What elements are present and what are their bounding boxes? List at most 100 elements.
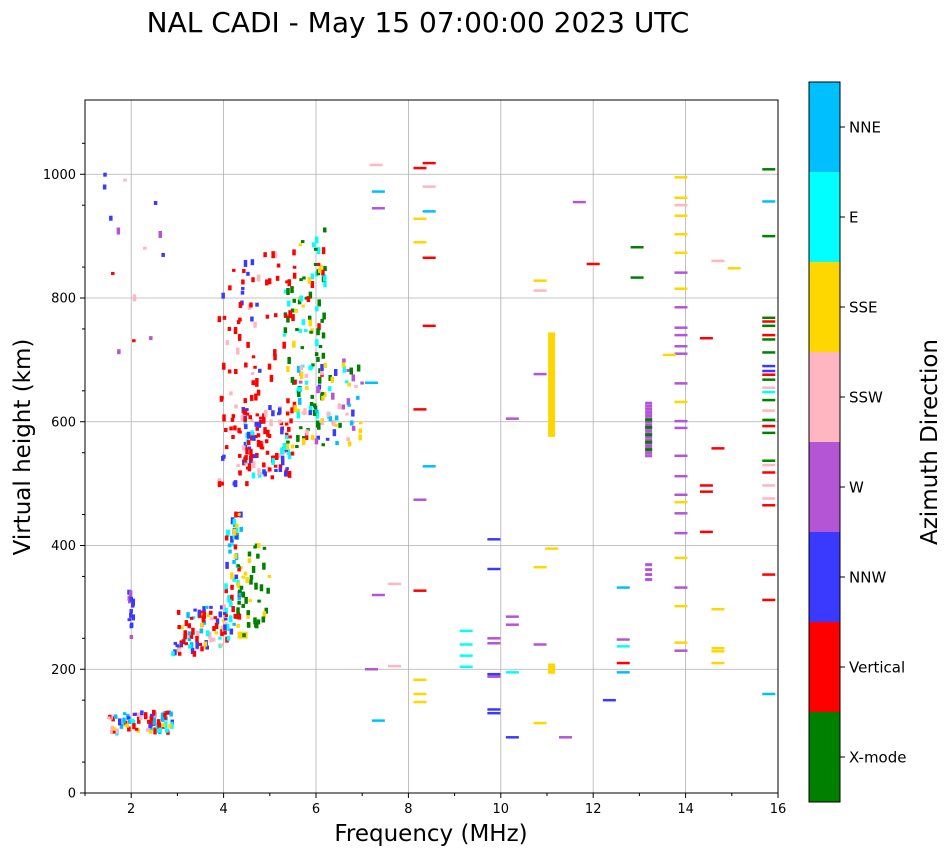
echo-mark — [292, 298, 296, 303]
echo-mark — [487, 711, 501, 715]
colorbar-label-vertical: Vertical — [849, 659, 905, 677]
echo-mark — [187, 623, 191, 629]
echo-mark — [548, 668, 556, 672]
echo-mark — [204, 605, 209, 609]
echo-mark — [253, 321, 257, 328]
echo-mark — [295, 328, 299, 332]
echo-mark — [548, 344, 556, 348]
echo-mark — [548, 414, 556, 418]
echo-mark — [264, 409, 268, 417]
echo-mark — [762, 424, 776, 428]
echo-mark — [297, 299, 302, 305]
echo-mark — [360, 381, 364, 385]
echo-mark — [346, 437, 350, 442]
echo-mark — [326, 411, 330, 417]
echo-mark — [269, 419, 273, 427]
echo-mark — [234, 511, 238, 518]
echo-mark — [762, 390, 776, 394]
x-tick-label: 4 — [219, 802, 227, 817]
echo-mark — [250, 430, 254, 436]
echo-mark — [388, 582, 402, 586]
echo-mark — [762, 598, 776, 602]
echo-mark — [229, 391, 233, 396]
echo-mark — [249, 418, 254, 422]
echo-mark — [306, 296, 311, 303]
echo-mark — [294, 308, 298, 313]
colorbar-swatch-sse — [809, 262, 840, 352]
echo-mark — [229, 628, 234, 635]
echo-mark — [129, 596, 134, 602]
echo-mark — [321, 443, 325, 447]
echo-mark — [548, 357, 556, 361]
echo-mark — [221, 292, 225, 299]
echo-mark — [586, 262, 600, 266]
echo-mark — [349, 367, 353, 375]
echo-mark — [111, 271, 115, 275]
echo-mark — [548, 416, 556, 420]
echo-mark — [645, 407, 653, 411]
echo-mark — [181, 639, 186, 645]
echo-mark — [645, 414, 653, 418]
echo-mark — [239, 566, 243, 570]
echo-mark — [317, 323, 321, 331]
echo-mark — [674, 400, 688, 404]
echo-mark — [505, 671, 519, 674]
echo-mark — [545, 547, 559, 550]
echo-mark — [338, 422, 342, 428]
echo-mark — [674, 454, 688, 458]
echo-mark — [244, 596, 248, 604]
echo-mark — [299, 426, 303, 430]
echo-mark — [191, 627, 195, 635]
echo-mark — [298, 328, 303, 333]
echo-mark — [290, 286, 294, 294]
echo-mark — [149, 727, 153, 732]
echo-mark — [109, 730, 114, 735]
echo-mark — [173, 641, 178, 645]
echo-mark — [351, 409, 355, 417]
echo-mark — [487, 637, 501, 640]
echo-mark — [762, 386, 776, 389]
echo-mark — [674, 382, 688, 385]
echo-mark — [347, 403, 351, 407]
echo-mark — [249, 302, 253, 308]
echo-mark — [762, 369, 776, 373]
echo-mark — [251, 277, 255, 283]
echo-mark — [762, 320, 776, 323]
echo-mark — [674, 649, 688, 652]
echo-mark — [286, 398, 290, 404]
x-tick-label: 14 — [677, 802, 694, 817]
echo-mark — [711, 259, 725, 263]
echo-mark — [548, 411, 556, 415]
echo-mark — [158, 230, 163, 238]
echo-mark — [371, 593, 385, 597]
echo-mark — [111, 716, 115, 722]
echo-mark — [222, 612, 227, 616]
echo-mark — [548, 381, 556, 385]
echo-mark — [237, 513, 241, 517]
echo-mark — [269, 374, 274, 382]
echo-mark — [645, 440, 653, 444]
echo-mark — [249, 574, 254, 580]
echo-mark — [262, 462, 266, 468]
echo-mark — [645, 578, 653, 582]
echo-mark — [237, 600, 241, 605]
echo-mark — [243, 259, 248, 267]
echo-mark — [246, 610, 250, 616]
echo-mark — [259, 584, 264, 592]
echo-mark — [674, 196, 688, 200]
echo-mark — [234, 369, 238, 375]
echo-mark — [645, 418, 653, 422]
echo-mark — [215, 618, 220, 625]
echo-mark — [331, 392, 335, 400]
echo-mark — [243, 441, 248, 448]
echo-mark — [313, 247, 318, 251]
colorbar-label-w: W — [849, 479, 864, 497]
echo-mark — [205, 630, 210, 637]
echo-mark — [243, 398, 247, 404]
echo-mark — [292, 272, 297, 279]
echo-mark — [220, 481, 224, 486]
echo-mark — [422, 256, 436, 260]
echo-mark — [189, 616, 194, 620]
echo-mark — [318, 267, 322, 273]
echo-mark — [232, 532, 237, 540]
